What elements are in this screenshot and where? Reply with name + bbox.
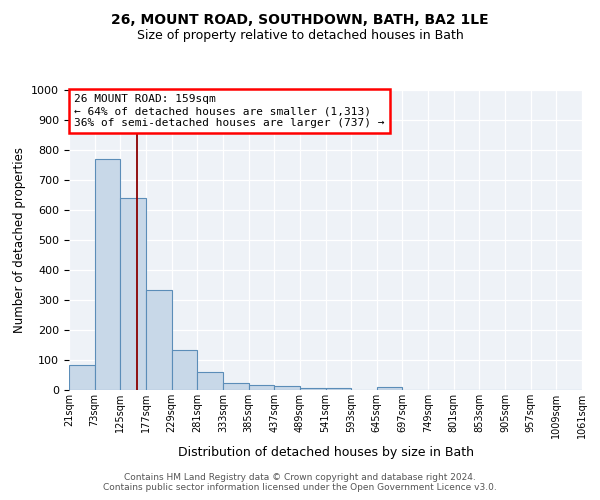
Bar	[172, 350, 197, 390]
X-axis label: Distribution of detached houses by size in Bath: Distribution of detached houses by size …	[178, 446, 473, 460]
Bar	[121, 198, 146, 390]
Bar	[377, 387, 403, 390]
Text: 26, MOUNT ROAD, SOUTHDOWN, BATH, BA2 1LE: 26, MOUNT ROAD, SOUTHDOWN, BATH, BA2 1LE	[111, 14, 489, 28]
Bar	[95, 159, 121, 390]
Bar	[69, 364, 95, 390]
Bar	[325, 388, 351, 390]
Bar	[146, 290, 172, 390]
Text: Size of property relative to detached houses in Bath: Size of property relative to detached ho…	[137, 30, 463, 43]
Bar	[274, 386, 300, 390]
Bar	[197, 372, 223, 390]
Y-axis label: Number of detached properties: Number of detached properties	[13, 147, 26, 333]
Bar	[248, 384, 274, 390]
Text: 26 MOUNT ROAD: 159sqm
← 64% of detached houses are smaller (1,313)
36% of semi-d: 26 MOUNT ROAD: 159sqm ← 64% of detached …	[74, 94, 385, 128]
Bar	[300, 388, 325, 390]
Bar	[223, 382, 248, 390]
Text: Contains HM Land Registry data © Crown copyright and database right 2024.
Contai: Contains HM Land Registry data © Crown c…	[103, 473, 497, 492]
